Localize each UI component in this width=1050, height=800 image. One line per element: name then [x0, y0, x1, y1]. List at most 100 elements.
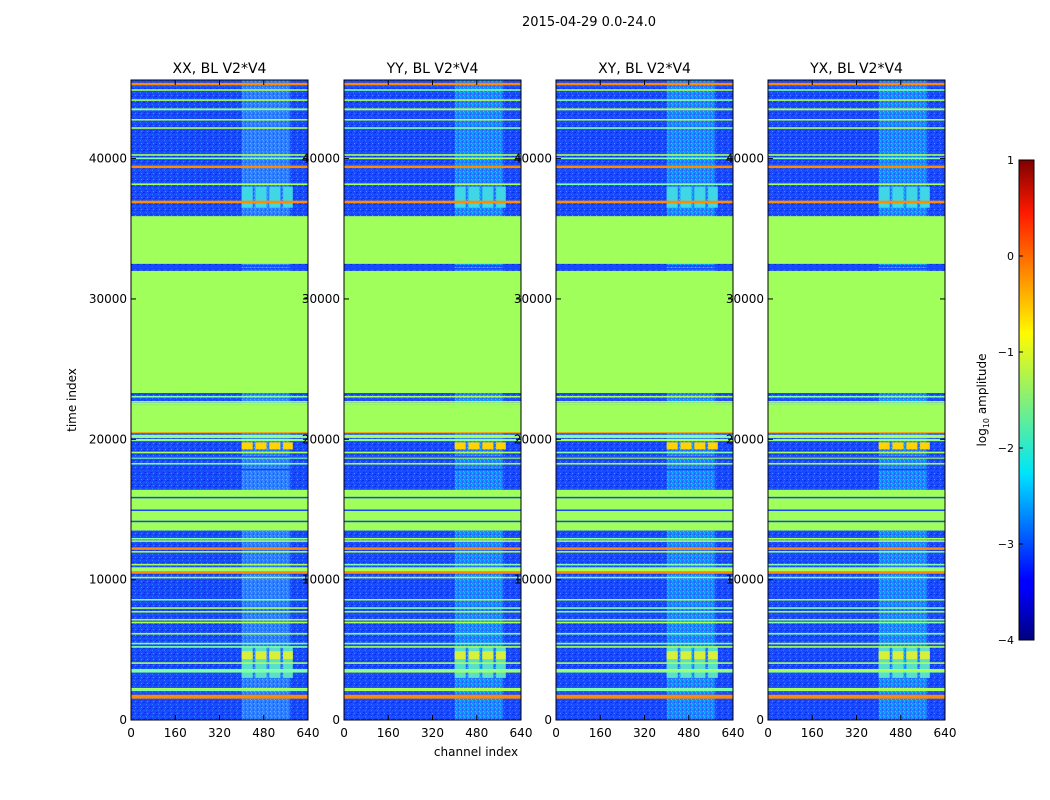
- rfi-block-peak: [283, 651, 293, 660]
- flag-line: [768, 127, 945, 129]
- strong-rfi-block: [680, 442, 692, 450]
- y-tick-label: 30000: [89, 292, 127, 306]
- flag-line: [768, 563, 945, 566]
- x-tick-label: 0: [552, 726, 560, 740]
- strong-rfi-block: [920, 442, 930, 450]
- band-stripe: [131, 265, 308, 267]
- band-stripe: [768, 265, 945, 267]
- flat-band: [556, 270, 733, 393]
- flag-line: [768, 118, 945, 121]
- rfi-block-upper: [241, 186, 253, 208]
- flag-line: [344, 618, 521, 621]
- x-tick-label: 160: [377, 726, 400, 740]
- flag-line-orange: [556, 571, 733, 574]
- flag-line: [768, 540, 945, 542]
- flag-line-orange: [131, 696, 308, 699]
- rfi-block-upper: [269, 186, 281, 208]
- y-tick-label: 20000: [89, 432, 127, 446]
- flag-line: [768, 395, 945, 398]
- rfi-block-upper: [666, 186, 678, 208]
- colorbar-tick-label: 1: [1007, 154, 1014, 167]
- band-stripe: [556, 520, 733, 523]
- strong-rfi-block: [906, 442, 918, 450]
- strong-rfi-block: [269, 442, 281, 450]
- flag-line: [556, 598, 733, 601]
- flag-line: [131, 183, 308, 186]
- flag-line: [556, 118, 733, 121]
- flag-line-orange: [768, 200, 945, 204]
- flag-line: [556, 127, 733, 129]
- flag-line: [768, 400, 945, 403]
- strong-rfi-block: [283, 442, 293, 450]
- flag-line: [344, 400, 521, 403]
- flag-line: [344, 621, 521, 624]
- flag-line: [131, 576, 308, 579]
- flag-line: [556, 662, 733, 664]
- flag-line: [556, 89, 733, 91]
- flat-band: [131, 404, 308, 433]
- colorbar-label-sub: 10: [982, 418, 991, 428]
- rfi-block-peak: [269, 651, 281, 660]
- band-stripe: [344, 509, 521, 511]
- flag-line: [556, 621, 733, 624]
- band-stripe: [768, 520, 945, 523]
- flag-line: [131, 118, 308, 121]
- flag-line: [131, 642, 308, 645]
- rfi-block-peak: [906, 651, 918, 660]
- flag-line-orange: [768, 547, 945, 550]
- flag-line: [768, 646, 945, 648]
- flag-line: [131, 438, 308, 441]
- rfi-block-peak: [920, 651, 930, 660]
- flag-line-orange: [344, 200, 521, 204]
- rfi-block-peak: [878, 651, 890, 660]
- flag-line: [344, 632, 521, 635]
- flag-line: [131, 662, 308, 664]
- y-tick-label: 40000: [726, 152, 764, 166]
- colorbar-label-rest: amplitude: [975, 354, 989, 418]
- band-stripe: [556, 456, 733, 458]
- flag-line: [556, 438, 733, 441]
- flag-line: [768, 435, 945, 438]
- flag-line: [131, 607, 308, 609]
- y-tick-label: 10000: [302, 573, 340, 587]
- rfi-block-peak: [482, 651, 494, 660]
- flat-band: [131, 270, 308, 393]
- x-tick-label: 640: [297, 726, 320, 740]
- flag-line: [556, 400, 733, 403]
- flag-line: [768, 607, 945, 609]
- flag-line: [556, 434, 733, 437]
- y-tick-label: 30000: [726, 292, 764, 306]
- flag-line: [131, 108, 308, 111]
- colorbar-label-log: log: [975, 428, 989, 446]
- rfi-block-upper: [708, 186, 718, 208]
- band-stripe: [344, 520, 521, 523]
- strong-rfi-block: [496, 442, 506, 450]
- flag-line: [768, 89, 945, 91]
- flag-line: [344, 435, 521, 438]
- flag-line-orange: [768, 694, 945, 698]
- flag-line: [344, 568, 521, 571]
- flag-line: [131, 157, 308, 160]
- flag-line: [344, 642, 521, 645]
- flag-line: [131, 670, 308, 673]
- band-stripe: [131, 268, 308, 270]
- panel-title: XX, BL V2*V4: [173, 61, 267, 77]
- flag-line: [556, 462, 733, 465]
- flag-line: [556, 670, 733, 673]
- strong-rfi-block: [878, 442, 890, 450]
- panel-title: XY, BL V2*V4: [598, 61, 691, 77]
- flag-line: [556, 157, 733, 160]
- rfi-block-peak: [680, 651, 692, 660]
- flag-line: [131, 402, 308, 405]
- y-tick-label: 40000: [514, 152, 552, 166]
- flag-line-orange: [131, 200, 308, 204]
- flag-line: [768, 568, 945, 571]
- band-stripe: [556, 496, 733, 499]
- flag-line: [344, 610, 521, 613]
- x-tick-label: 320: [633, 726, 656, 740]
- rfi-block-peak: [496, 651, 506, 660]
- flag-line: [556, 183, 733, 186]
- flag-line: [556, 395, 733, 398]
- y-tick-label: 20000: [514, 432, 552, 446]
- flag-line: [344, 89, 521, 91]
